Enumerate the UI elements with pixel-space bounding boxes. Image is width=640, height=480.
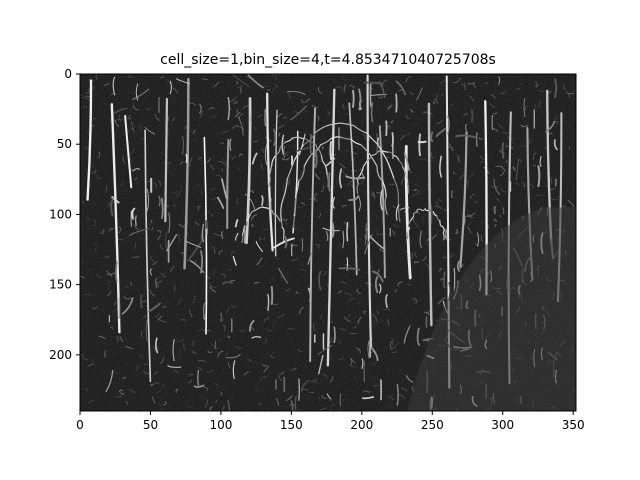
contour-stroke — [262, 196, 263, 205]
contour-stroke — [334, 327, 335, 342]
contour-stroke — [353, 91, 354, 107]
y-tick-label: 150 — [49, 278, 72, 292]
y-axis: 0 50 100 150 200 — [49, 67, 80, 362]
texture-stroke — [182, 253, 185, 254]
texture-stroke — [255, 282, 259, 283]
contour-stroke — [285, 237, 286, 248]
x-tick-label: 100 — [209, 418, 232, 432]
contour-stroke — [538, 166, 539, 186]
texture-stroke — [437, 201, 438, 204]
contour-stroke — [446, 230, 447, 239]
contour-stroke — [392, 133, 393, 146]
x-tick-label: 300 — [491, 418, 514, 432]
contour-stroke — [268, 295, 269, 311]
contour-stroke — [330, 142, 331, 159]
x-tick-label: 150 — [280, 418, 303, 432]
contour-stroke — [141, 295, 142, 307]
contour-stroke — [198, 370, 199, 385]
contour-stroke — [250, 115, 251, 124]
contour-stroke — [466, 125, 467, 131]
x-axis: 0 50 100 150 200 250 300 350 — [76, 411, 584, 432]
y-tick-label: 200 — [49, 348, 72, 362]
contour-stroke — [419, 134, 420, 155]
contour-stroke — [378, 138, 379, 146]
contour-stroke — [347, 223, 348, 241]
image-axes — [76, 74, 578, 418]
texture-stroke — [301, 264, 303, 265]
contour-stroke — [464, 216, 465, 224]
texture-stroke — [322, 147, 323, 149]
contour-stroke — [364, 83, 381, 84]
texture-stroke — [106, 186, 107, 192]
x-tick-label: 50 — [143, 418, 158, 432]
x-tick-label: 350 — [562, 418, 585, 432]
texture-stroke — [358, 239, 362, 240]
contour-stroke — [310, 135, 311, 155]
edge-streak — [227, 140, 228, 228]
contour-stroke — [431, 133, 432, 141]
texture-stroke — [568, 93, 573, 94]
texture-stroke — [212, 214, 213, 216]
x-tick-label: 0 — [76, 418, 84, 432]
contour-stroke — [419, 142, 426, 143]
y-tick-label: 0 — [64, 67, 72, 81]
chart-title: cell_size=1,bin_size=4,t=4.8534710407257… — [160, 52, 496, 68]
contour-stroke — [397, 385, 398, 405]
contour-stroke — [503, 143, 504, 158]
contour-stroke — [186, 155, 187, 162]
contour-stroke — [332, 223, 333, 237]
x-tick-label: 200 — [350, 418, 373, 432]
contour-stroke — [116, 262, 117, 281]
x-tick-label: 250 — [421, 418, 444, 432]
texture-stroke — [374, 385, 379, 386]
y-tick-label: 100 — [49, 207, 72, 221]
contour-stroke — [340, 394, 341, 406]
y-tick-label: 50 — [57, 137, 72, 151]
texture-stroke — [507, 98, 508, 100]
contour-stroke — [162, 199, 163, 218]
